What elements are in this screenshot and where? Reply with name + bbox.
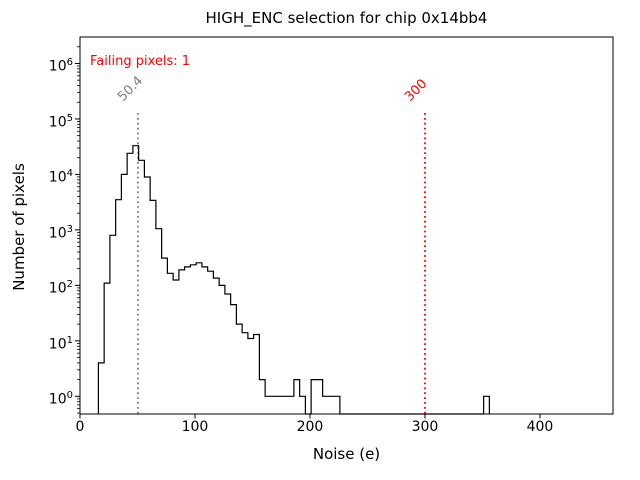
- x-tick-label: 300: [411, 419, 439, 435]
- y-tick-label: 101: [48, 334, 73, 353]
- y-tick-label: 100: [48, 390, 73, 408]
- histogram-outline: [97, 145, 490, 415]
- y-tick-label: 103: [48, 223, 73, 242]
- x-axis-label: Noise (e): [312, 445, 381, 463]
- y-tick-label: 102: [48, 279, 73, 298]
- x-tick-label: 0: [75, 419, 85, 435]
- y-tick-label: 105: [48, 112, 73, 131]
- x-tick-label: 200: [296, 419, 324, 435]
- chart-title: HIGH_ENC selection for chip 0x14bb4: [205, 9, 488, 27]
- x-tick-label: 100: [181, 419, 209, 435]
- y-tick-label: 104: [48, 168, 73, 187]
- failing-pixels-annotation: Failing pixels: 1: [90, 54, 191, 69]
- axes-spines: [79, 36, 614, 415]
- y-tick-label: 106: [48, 57, 73, 76]
- x-tick-label: 400: [526, 419, 554, 435]
